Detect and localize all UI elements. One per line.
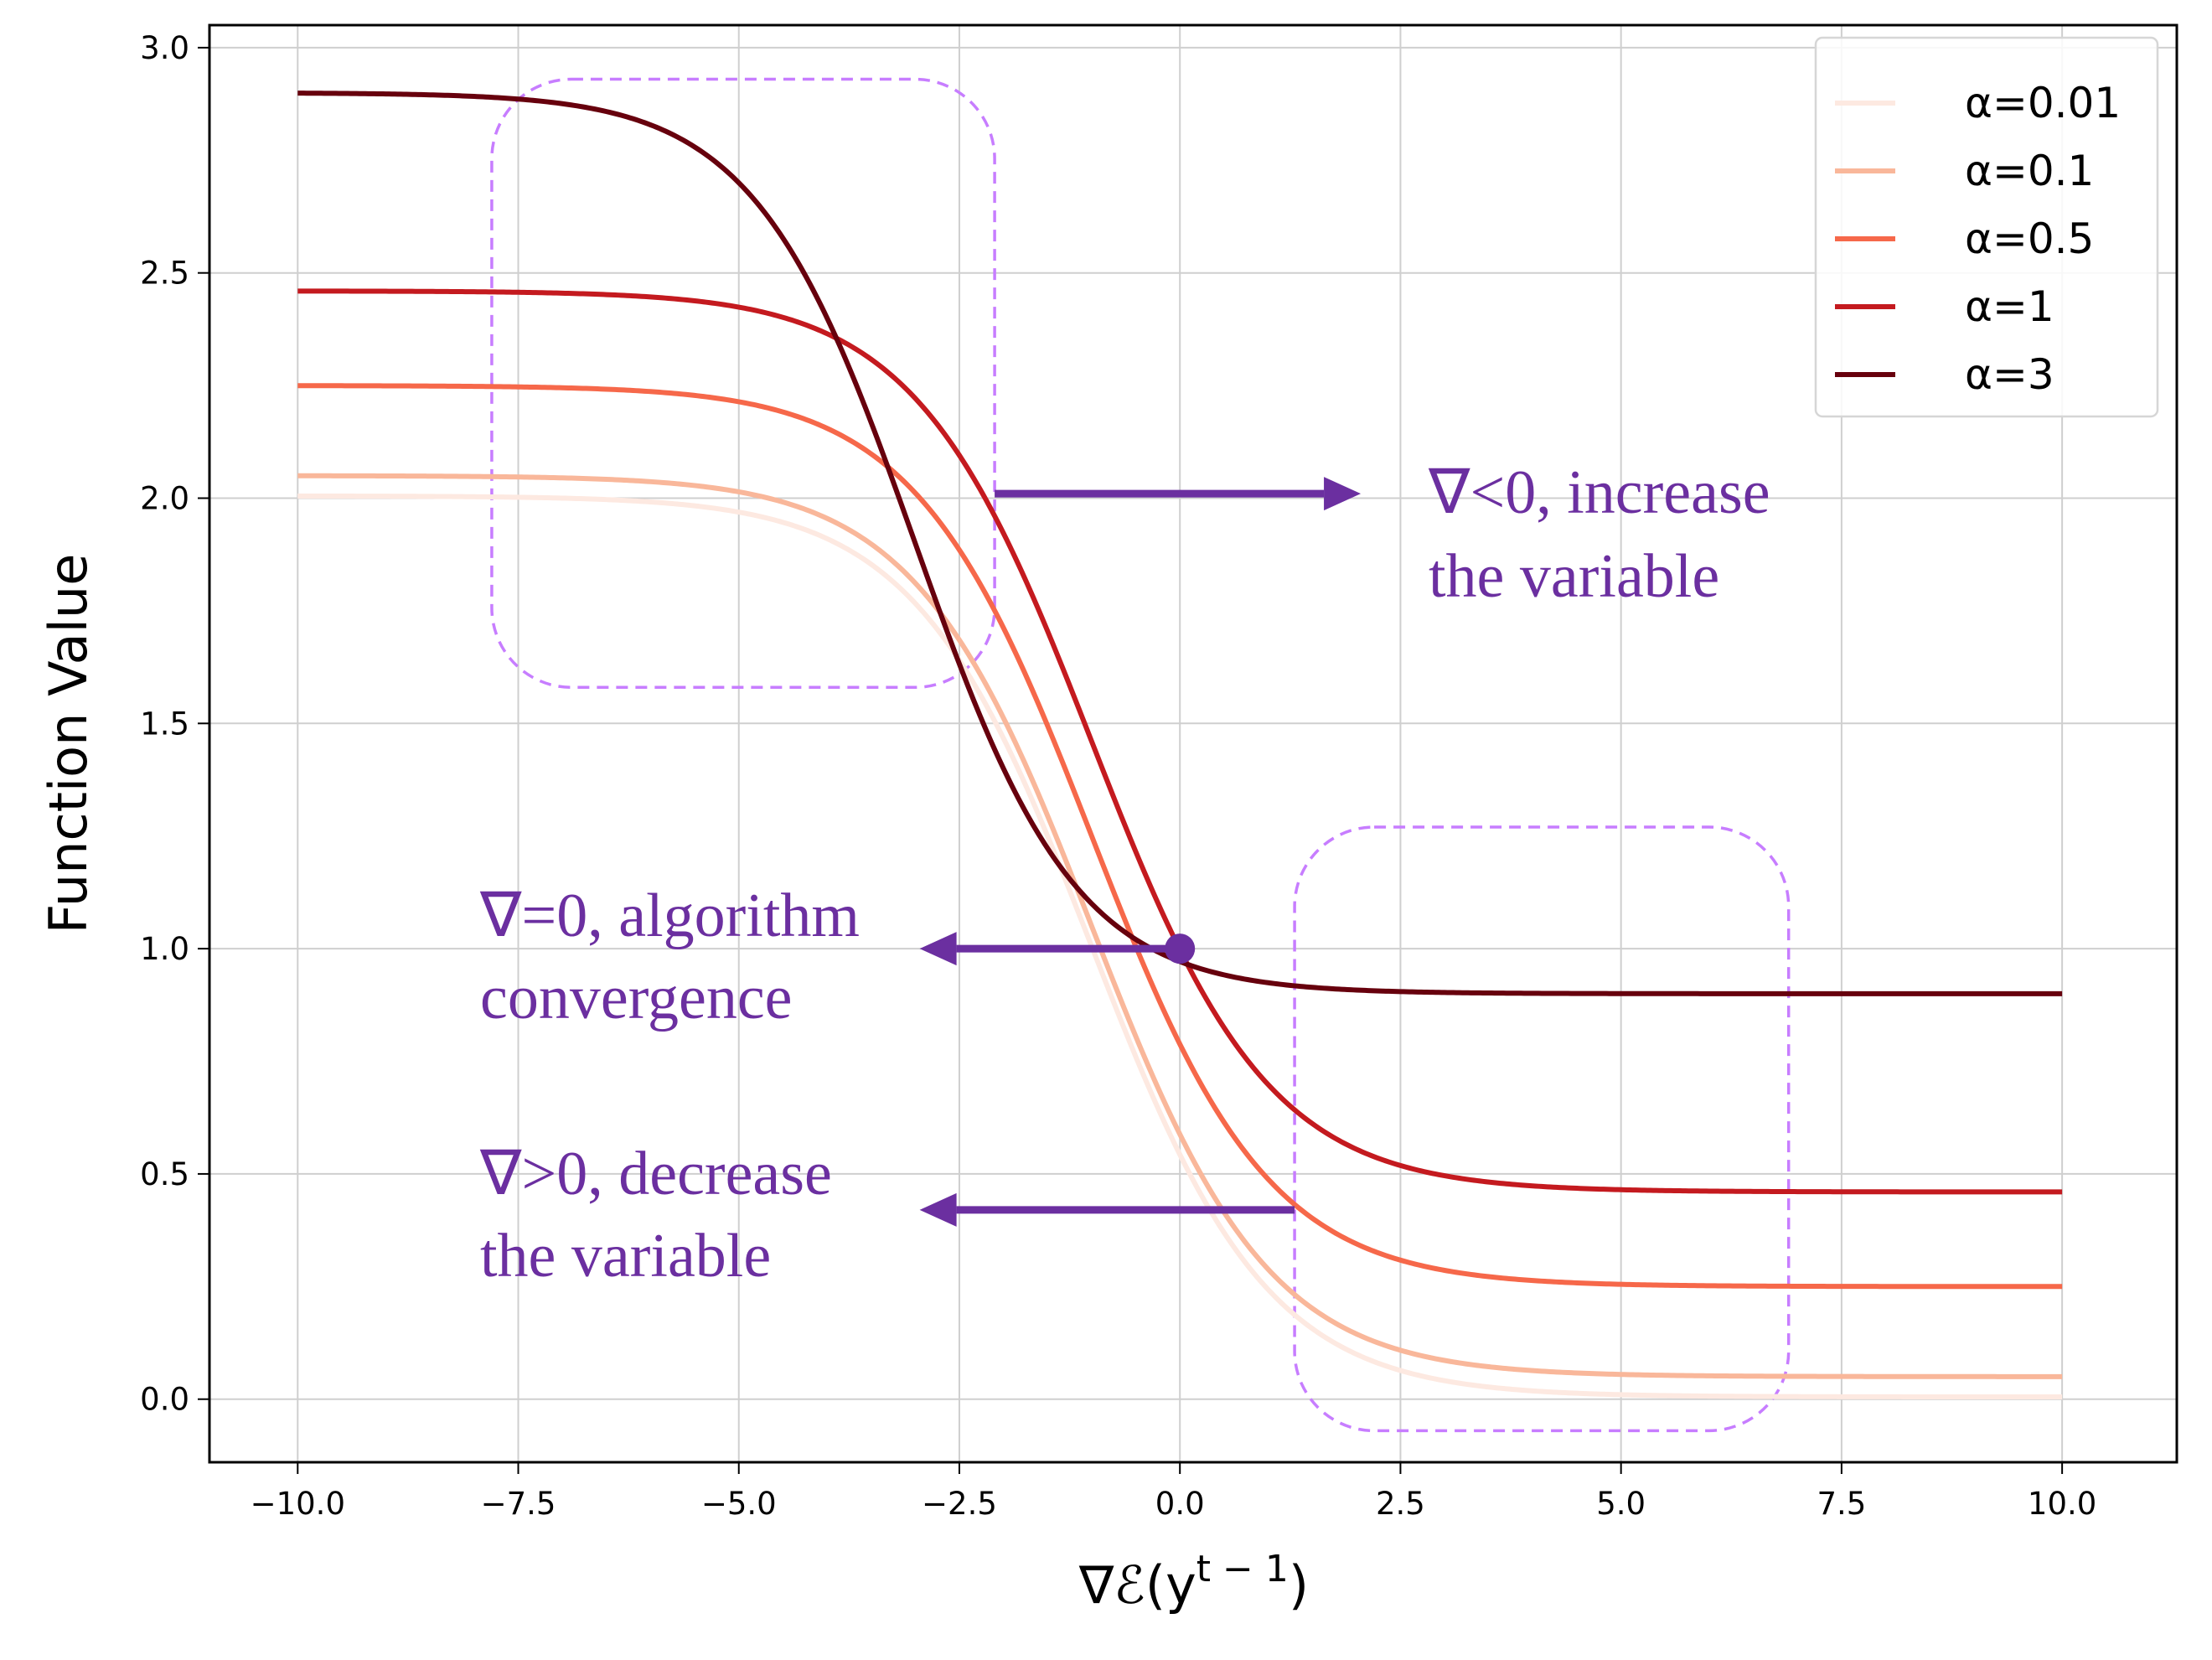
convergence-point-marker (1165, 933, 1196, 964)
grid (209, 25, 2177, 1462)
legend-label-4: α=3 (1965, 350, 2054, 399)
y-tick-label: 0.0 (140, 1382, 189, 1418)
y-tick-label: 1.0 (140, 931, 189, 967)
increase-label-line1: ∇<0, increase (1428, 458, 1770, 527)
legend-label-3: α=1 (1965, 282, 2054, 331)
legend-box (1814, 36, 2159, 418)
convergence-arrow-head (919, 932, 957, 966)
increase-arrow-head (1324, 477, 1362, 511)
legend-label-1: α=0.1 (1965, 147, 2094, 195)
decrease-label-line1: ∇>0, decrease (479, 1140, 832, 1208)
x-tick-label: −5.0 (701, 1486, 777, 1522)
x-tick-label: −7.5 (481, 1486, 556, 1522)
y-tick-label: 2.0 (140, 480, 189, 516)
y-tick-label: 2.5 (140, 256, 189, 292)
annotations: ∇<0, increase the variable ∇=0, algorithm c… (479, 458, 1770, 1290)
decrease-label-line2: the variable (480, 1222, 771, 1290)
right-region-box (1293, 825, 1791, 1433)
highlight-regions (490, 77, 1791, 1433)
plot-frame (208, 23, 2178, 1464)
legend-label-0: α=0.01 (1965, 79, 2121, 127)
x-tick-label: −2.5 (922, 1486, 997, 1522)
x-tick-label: 7.5 (1817, 1486, 1866, 1522)
legend-label-2: α=0.5 (1965, 215, 2094, 263)
series-line-1 (297, 473, 2063, 1379)
series-line-0 (297, 493, 2063, 1400)
x-tick-label: 2.5 (1376, 1486, 1425, 1522)
legend: α=0.01 α=0.1 α=0.5 α=1 α=3 (1814, 36, 2159, 418)
series-line-2 (297, 383, 2063, 1290)
x-tick-label: −10.0 (251, 1486, 345, 1522)
x-axis-label-superscript: t − 1 (1196, 1548, 1289, 1590)
decrease-arrow-head (919, 1192, 957, 1227)
y-axis-label: Function Value (38, 554, 99, 934)
x-axis-label-close: ) (1289, 1554, 1309, 1616)
y-axis-ticks: 0.0 0.5 1.0 1.5 2.0 2.5 3.0 (140, 30, 209, 1418)
convergence-label-line2: convergence (480, 964, 793, 1032)
x-axis-label: ∇ℰ(yt − 1) (1078, 1548, 1309, 1616)
x-axis-label-main: ∇ℰ(y (1078, 1554, 1196, 1616)
convergence-label-line1: ∇=0, algorithm (479, 882, 860, 950)
x-axis-ticks: −10.0 −7.5 −5.0 −2.5 0.0 2.5 5.0 7.5 10.0 (251, 1462, 2096, 1522)
y-tick-label: 3.0 (140, 30, 189, 66)
y-tick-label: 1.5 (140, 706, 189, 742)
x-tick-label: 5.0 (1596, 1486, 1646, 1522)
left-region-box (490, 77, 996, 690)
x-tick-label: 10.0 (2028, 1486, 2096, 1522)
x-tick-label: 0.0 (1155, 1486, 1205, 1522)
y-tick-label: 0.5 (140, 1156, 189, 1192)
increase-label-line2: the variable (1429, 542, 1719, 611)
